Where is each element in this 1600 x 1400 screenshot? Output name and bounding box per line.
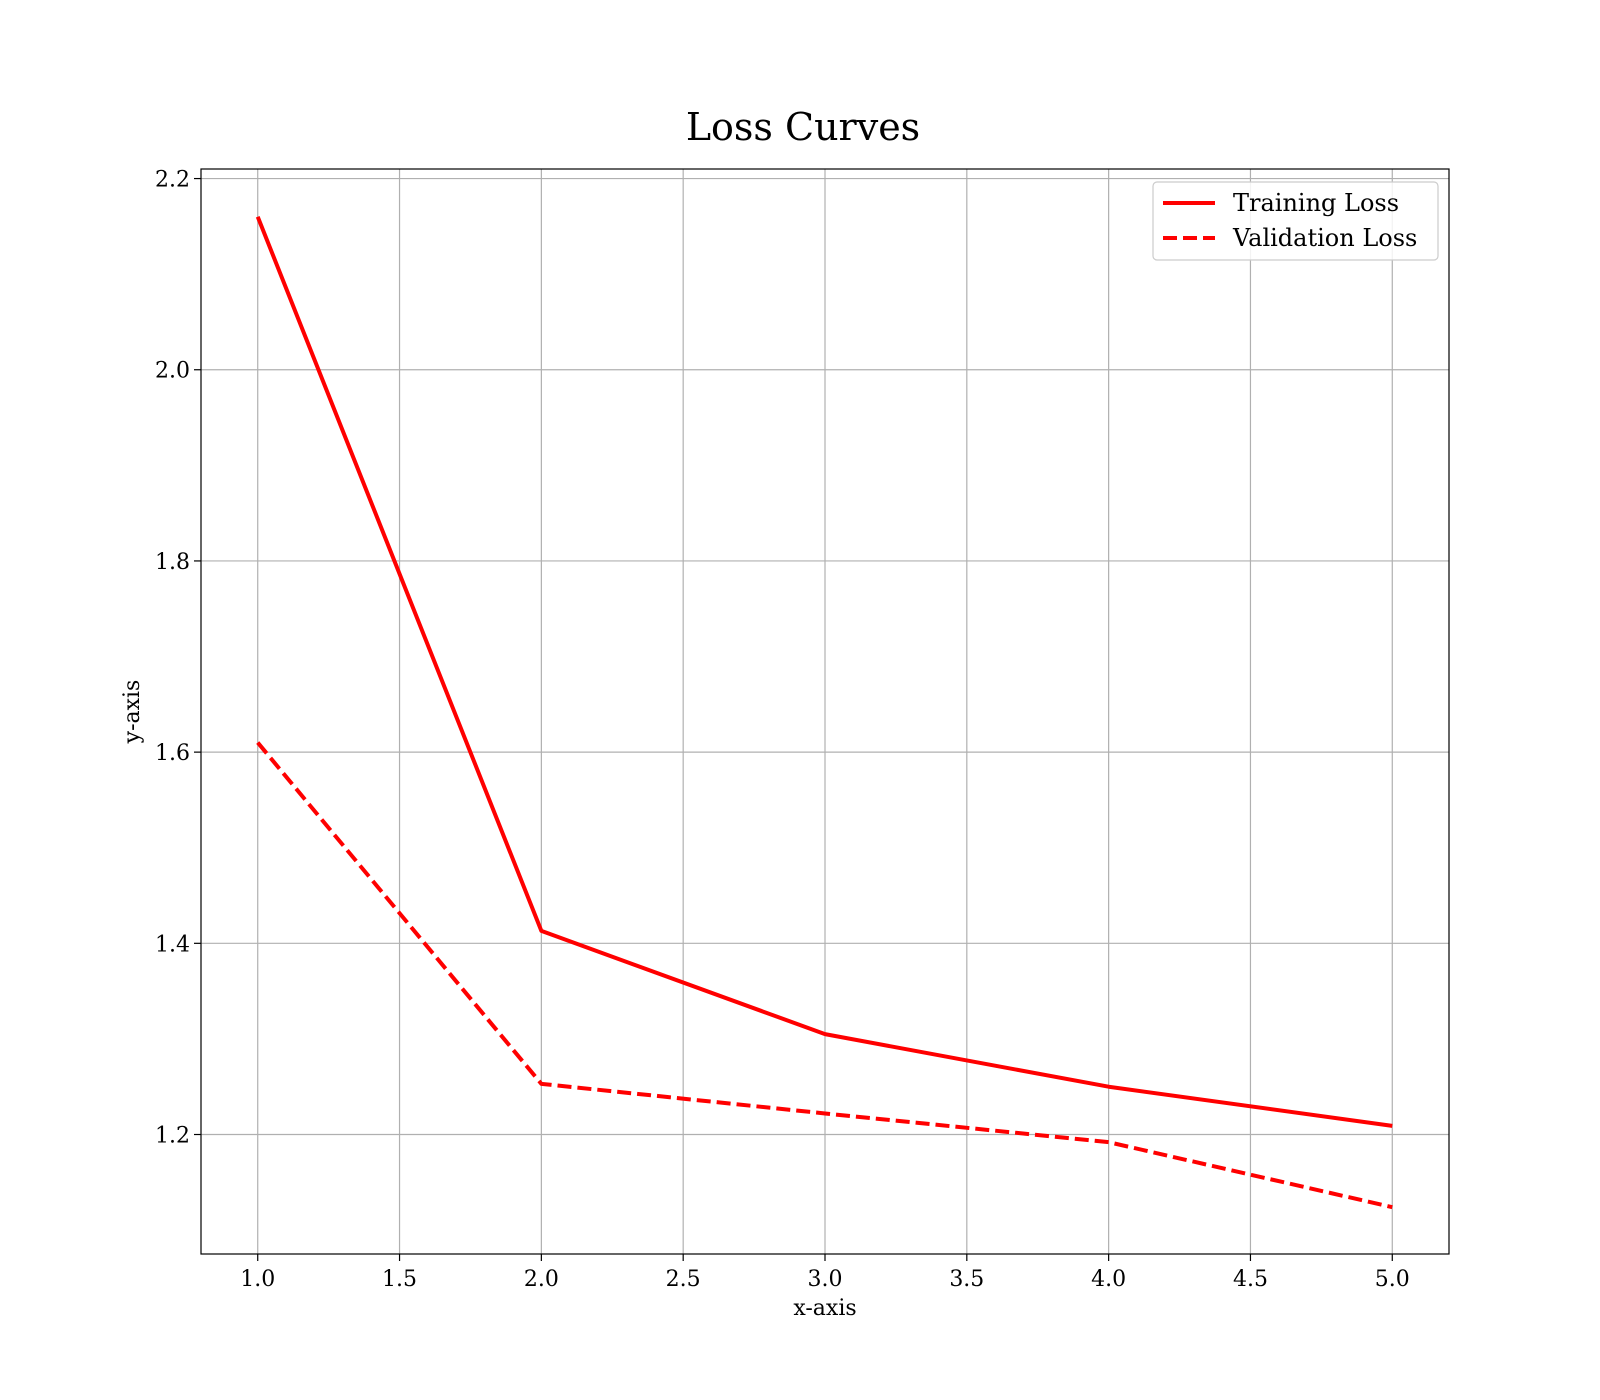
legend: Training Loss Validation Loss (1152, 181, 1439, 261)
legend-box (1152, 181, 1439, 261)
x-tick-label: 4.5 (1233, 1267, 1268, 1292)
chart-title: Loss Curves (686, 105, 920, 149)
y-tick-label: 1.2 (155, 1124, 190, 1149)
legend-label-0: Training Loss (1233, 189, 1399, 217)
x-tick-label: 4.0 (1091, 1267, 1126, 1292)
x-tick-label: 3.0 (808, 1267, 843, 1292)
x-tick-label: 2.5 (666, 1267, 701, 1292)
x-tick-label: 3.5 (949, 1267, 984, 1292)
axis-ticks: 1.0 1.5 2.0 2.5 3.0 3.5 4.0 4.5 5.0 1.2 1.4 1.6 1.8 2… (155, 168, 1410, 1292)
x-tick-label: 5.0 (1375, 1267, 1410, 1292)
x-axis-label: x-axis (793, 1296, 856, 1321)
grid-lines (201, 169, 1449, 1254)
y-tick-label: 1.4 (155, 932, 190, 957)
series-line-0 (255, 216, 1393, 1128)
y-tick-label: 1.8 (155, 550, 190, 575)
y-tick-label: 2.2 (155, 168, 190, 193)
series-line-1 (256, 741, 1393, 1210)
x-tick-label: 2.0 (524, 1267, 559, 1292)
x-tick-label: 1.0 (240, 1267, 275, 1292)
y-tick-label: 1.6 (155, 741, 190, 766)
x-tick-label: 1.5 (382, 1267, 417, 1292)
legend-label-1: Validation Loss (1232, 224, 1417, 252)
y-tick-label: 2.0 (155, 359, 190, 384)
series-lines (255, 216, 1393, 1210)
y-axis-label: y-axis (120, 680, 145, 745)
